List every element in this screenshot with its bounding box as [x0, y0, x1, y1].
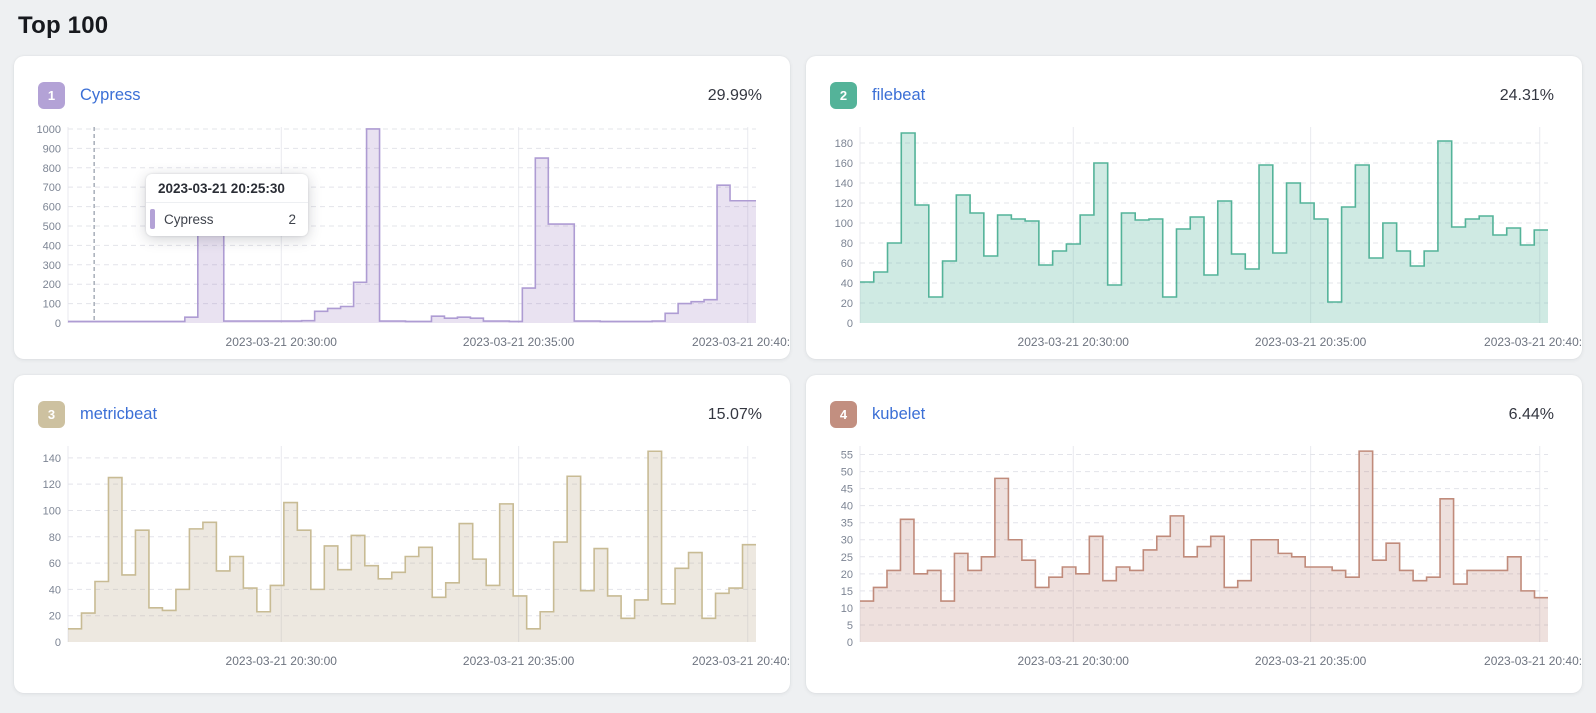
- svg-text:300: 300: [43, 260, 61, 272]
- svg-text:40: 40: [49, 584, 61, 596]
- series-link[interactable]: kubelet: [872, 405, 926, 423]
- svg-text:800: 800: [43, 163, 61, 175]
- area-chart-3[interactable]: 0 20 40 60 80 100 120 140 2023-03-21 20:30:00 202…: [28, 438, 790, 674]
- svg-text:2023-03-21 20:40:00: 2023-03-21 20:40:00: [1484, 654, 1582, 668]
- percent-value: 24.31%: [1499, 86, 1554, 104]
- svg-text:2023-03-21 20:40:00: 2023-03-21 20:40:00: [692, 335, 790, 349]
- series-color-swatch: [150, 209, 155, 229]
- chart-grid: 1 Cypress 29.99% 0 100 200 300 400 500 600 700 8…: [14, 56, 1582, 693]
- svg-text:2023-03-21 20:35:00: 2023-03-21 20:35:00: [463, 654, 575, 668]
- rank-badge: 3: [38, 401, 65, 428]
- svg-text:35: 35: [841, 518, 853, 530]
- svg-text:2023-03-21 20:30:00: 2023-03-21 20:30:00: [226, 654, 338, 668]
- card-header: 2 filebeat 24.31%: [806, 56, 1582, 109]
- area-chart-2[interactable]: 0 20 40 60 80 100 120 140 160 180 2023-03-21 20:30…: [820, 119, 1582, 355]
- svg-text:20: 20: [841, 298, 853, 310]
- svg-text:2023-03-21 20:30:00: 2023-03-21 20:30:00: [226, 335, 338, 349]
- rank-badge: 4: [830, 401, 857, 428]
- tooltip-series-value: 2: [288, 211, 296, 227]
- svg-text:700: 700: [43, 182, 61, 194]
- svg-text:100: 100: [835, 218, 853, 230]
- svg-text:40: 40: [841, 278, 853, 290]
- rank-badge: 1: [38, 82, 65, 109]
- svg-text:2023-03-21 20:35:00: 2023-03-21 20:35:00: [463, 335, 575, 349]
- svg-text:2023-03-21 20:35:00: 2023-03-21 20:35:00: [1255, 335, 1367, 349]
- chart-card-4: 4 kubelet 6.44% 0 5 10 15 20 25 30 35 40 45 50 55 20…: [806, 375, 1582, 693]
- percent-value: 6.44%: [1508, 405, 1554, 423]
- svg-text:100: 100: [43, 299, 61, 311]
- svg-text:50: 50: [841, 467, 853, 479]
- svg-text:500: 500: [43, 221, 61, 233]
- svg-text:120: 120: [43, 479, 61, 491]
- svg-text:0: 0: [847, 318, 853, 330]
- chart-card-3: 3 metricbeat 15.07% 0 20 40 60 80 100 120 140 20…: [14, 375, 790, 693]
- chart-card-1: 1 Cypress 29.99% 0 100 200 300 400 500 600 700 8…: [14, 56, 790, 359]
- tooltip-series-label: Cypress: [164, 211, 214, 227]
- svg-text:0: 0: [55, 637, 61, 649]
- svg-text:80: 80: [841, 238, 853, 250]
- tooltip-timestamp: 2023-03-21 20:25:30: [146, 174, 308, 203]
- svg-text:25: 25: [841, 552, 853, 564]
- area-chart-1[interactable]: 0 100 200 300 400 500 600 700 800 900 1000 2023-03-…: [28, 119, 790, 355]
- svg-text:0: 0: [847, 637, 853, 649]
- svg-text:15: 15: [841, 586, 853, 598]
- chart-tooltip: 2023-03-21 20:25:30 Cypress 2: [146, 174, 308, 236]
- tooltip-row: Cypress 2: [146, 203, 308, 236]
- chart-card-2: 2 filebeat 24.31% 0 20 40 60 80 100 120 140 160 1…: [806, 56, 1582, 359]
- svg-text:2023-03-21 20:35:00: 2023-03-21 20:35:00: [1255, 654, 1367, 668]
- page-title: Top 100: [18, 12, 109, 39]
- svg-text:80: 80: [49, 532, 61, 544]
- svg-text:2023-03-21 20:30:00: 2023-03-21 20:30:00: [1018, 654, 1130, 668]
- svg-text:60: 60: [841, 258, 853, 270]
- svg-text:60: 60: [49, 558, 61, 570]
- series-link[interactable]: Cypress: [80, 86, 141, 104]
- percent-value: 15.07%: [707, 405, 762, 423]
- svg-text:5: 5: [847, 620, 853, 632]
- area-chart-4[interactable]: 0 5 10 15 20 25 30 35 40 45 50 55 2023-03-21 20:30:0…: [820, 438, 1582, 674]
- rank-badge: 2: [830, 82, 857, 109]
- card-header: 1 Cypress 29.99%: [14, 56, 790, 109]
- svg-text:2023-03-21 20:40:00: 2023-03-21 20:40:00: [1484, 335, 1582, 349]
- svg-text:140: 140: [835, 178, 853, 190]
- svg-text:45: 45: [841, 484, 853, 496]
- svg-text:600: 600: [43, 202, 61, 214]
- chart-area: 0 5 10 15 20 25 30 35 40 45 50 55 2023-03-21 20:30:0…: [806, 428, 1582, 674]
- svg-text:200: 200: [43, 279, 61, 291]
- svg-text:2023-03-21 20:30:00: 2023-03-21 20:30:00: [1018, 335, 1130, 349]
- series-link[interactable]: filebeat: [872, 86, 926, 104]
- svg-text:100: 100: [43, 505, 61, 517]
- chart-area: 0 20 40 60 80 100 120 140 160 180 2023-03-21 20:30…: [806, 109, 1582, 355]
- percent-value: 29.99%: [707, 86, 762, 104]
- svg-text:140: 140: [43, 453, 61, 465]
- svg-text:10: 10: [841, 603, 853, 615]
- svg-text:40: 40: [841, 501, 853, 513]
- svg-text:55: 55: [841, 450, 853, 462]
- svg-text:20: 20: [49, 611, 61, 623]
- svg-text:160: 160: [835, 158, 853, 170]
- svg-text:30: 30: [841, 535, 853, 547]
- chart-area: 0 20 40 60 80 100 120 140 2023-03-21 20:30:00 202…: [14, 428, 790, 674]
- svg-text:400: 400: [43, 240, 61, 252]
- svg-text:900: 900: [43, 143, 61, 155]
- svg-text:120: 120: [835, 198, 853, 210]
- svg-text:180: 180: [835, 138, 853, 150]
- series-link[interactable]: metricbeat: [80, 405, 158, 423]
- card-header: 4 kubelet 6.44%: [806, 375, 1582, 428]
- svg-text:2023-03-21 20:40:00: 2023-03-21 20:40:00: [692, 654, 790, 668]
- card-header: 3 metricbeat 15.07%: [14, 375, 790, 428]
- chart-area: 0 100 200 300 400 500 600 700 800 900 1000 2023-03-…: [14, 109, 790, 355]
- svg-text:20: 20: [841, 569, 853, 581]
- svg-text:0: 0: [55, 318, 61, 330]
- svg-text:1000: 1000: [37, 124, 61, 136]
